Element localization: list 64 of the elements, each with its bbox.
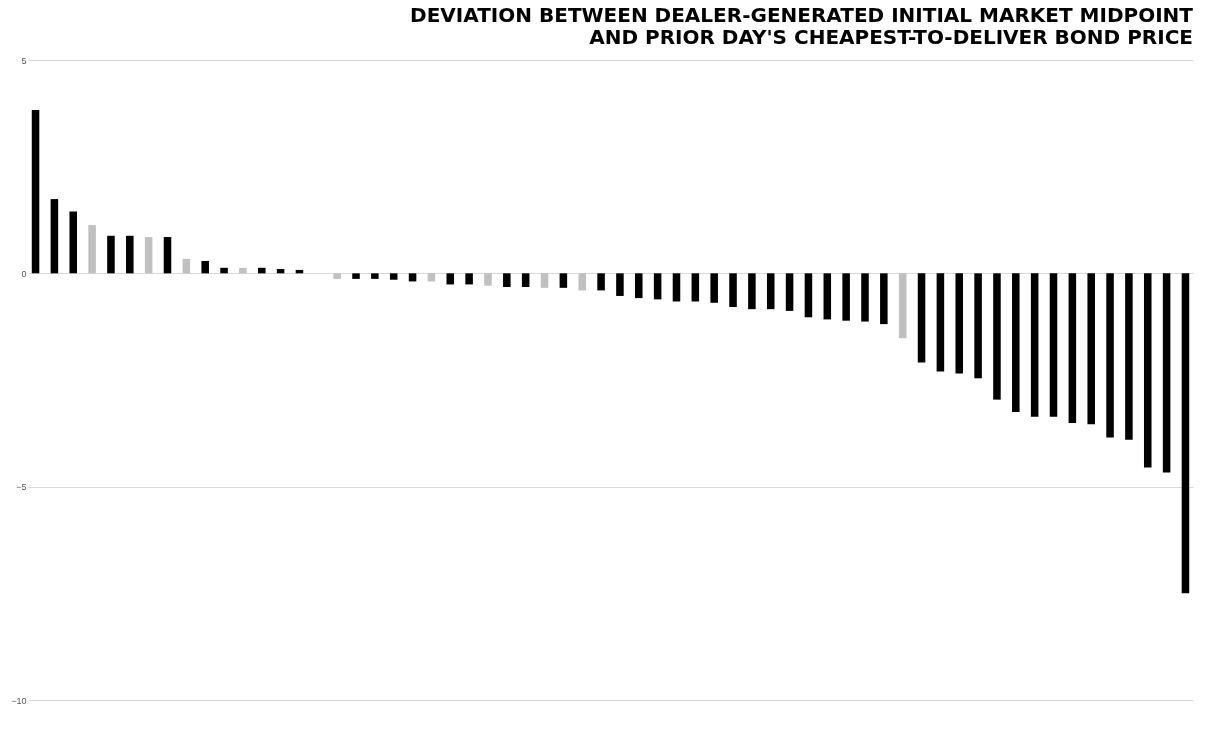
bar	[163, 237, 172, 274]
chart-title: DEVIATION BETWEEN DEALER-GENERATED INITIAL MARKET MIDPOINT AND PRIOR DAY'S CHEAPEST-TO-DELIVER BOND PRICE	[410, 3, 1194, 49]
bar	[917, 273, 926, 363]
bar	[69, 211, 78, 274]
bar	[672, 273, 681, 302]
bar	[785, 273, 794, 311]
bar	[1012, 273, 1020, 412]
bar	[126, 235, 134, 274]
y-tick-label: −5	[16, 482, 27, 493]
bar	[521, 273, 530, 287]
bar	[974, 273, 982, 379]
bar	[484, 273, 492, 286]
bar	[1162, 273, 1171, 473]
bar	[635, 273, 643, 299]
bar	[201, 260, 209, 274]
bar	[1143, 273, 1152, 468]
bar	[993, 273, 1001, 400]
bar	[898, 273, 907, 339]
bar	[1068, 273, 1077, 424]
bar	[182, 258, 191, 274]
bar	[1125, 273, 1133, 440]
bar	[446, 273, 455, 285]
bar	[597, 273, 605, 291]
bar	[861, 273, 869, 322]
y-tick-label: 0	[21, 268, 27, 279]
bar	[710, 273, 718, 303]
bar	[1106, 273, 1114, 438]
bar	[352, 273, 360, 279]
bar	[371, 273, 379, 279]
bar	[1030, 273, 1039, 417]
bar	[653, 273, 662, 300]
bar	[427, 273, 436, 282]
bar	[880, 273, 888, 325]
bar	[955, 273, 964, 374]
bar	[50, 199, 59, 274]
bar	[31, 109, 40, 274]
bar	[540, 273, 549, 288]
bar	[729, 273, 737, 308]
bar	[1087, 273, 1095, 425]
bar	[842, 273, 850, 321]
bar	[503, 273, 511, 287]
bar	[465, 273, 473, 285]
bar	[144, 237, 153, 274]
bar	[239, 267, 247, 274]
bar	[1181, 273, 1190, 594]
y-tick-label: −10	[11, 695, 27, 706]
bar	[804, 273, 813, 318]
bar	[408, 273, 417, 282]
bar	[107, 235, 115, 274]
bar	[1049, 273, 1058, 417]
bar	[616, 273, 624, 296]
bar	[766, 273, 775, 310]
y-tick-label: 5	[21, 55, 27, 66]
bar	[691, 273, 700, 302]
bar	[88, 225, 96, 274]
bar	[559, 273, 568, 288]
bar	[936, 273, 945, 372]
bar	[333, 273, 341, 279]
bar	[257, 267, 266, 274]
bar	[748, 273, 756, 310]
bar	[220, 267, 228, 274]
bar	[578, 273, 586, 291]
bar	[389, 273, 398, 280]
bar	[823, 273, 832, 320]
